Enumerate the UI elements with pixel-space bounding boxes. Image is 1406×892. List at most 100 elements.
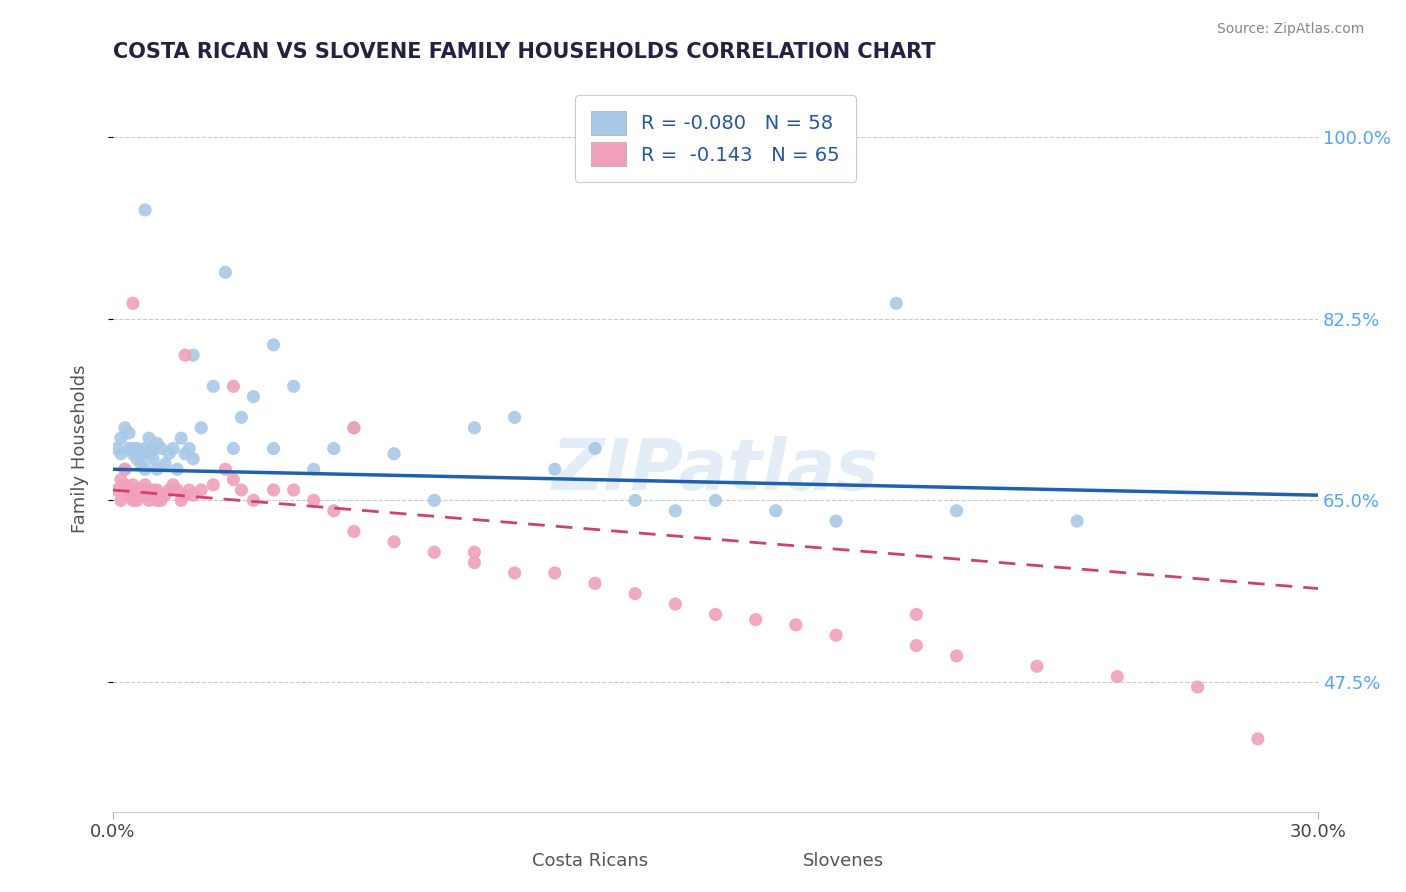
Point: [231, 483, 253, 497]
Point: [122, 478, 145, 492]
Point: [1066, 514, 1088, 528]
Text: ZIPatlas: ZIPatlas: [551, 436, 879, 505]
Point: [114, 462, 136, 476]
Point: [129, 488, 152, 502]
Point: [503, 410, 526, 425]
Point: [138, 431, 160, 445]
Point: [122, 442, 145, 456]
Point: [283, 483, 305, 497]
Point: [583, 576, 606, 591]
Point: [166, 483, 188, 497]
Text: Slovenes: Slovenes: [803, 852, 884, 870]
Point: [118, 425, 141, 440]
Point: [664, 597, 686, 611]
Point: [118, 488, 141, 502]
Point: [190, 483, 212, 497]
Point: [343, 421, 366, 435]
Point: [884, 296, 907, 310]
Point: [114, 478, 136, 492]
Point: [222, 473, 245, 487]
Text: COSTA RICAN VS SLOVENE FAMILY HOUSEHOLDS CORRELATION CHART: COSTA RICAN VS SLOVENE FAMILY HOUSEHOLDS…: [112, 42, 935, 62]
Point: [1247, 731, 1270, 746]
Point: [544, 462, 567, 476]
Point: [382, 447, 405, 461]
Point: [905, 607, 928, 622]
Point: [170, 431, 193, 445]
Point: [157, 483, 180, 497]
Point: [544, 566, 567, 580]
Point: [744, 613, 766, 627]
Point: [382, 534, 405, 549]
Point: [214, 265, 236, 279]
Point: [110, 473, 132, 487]
Point: [142, 442, 165, 456]
Point: [157, 447, 180, 461]
Point: [463, 545, 485, 559]
Point: [181, 488, 204, 502]
Point: [114, 421, 136, 435]
Point: [302, 493, 325, 508]
Point: [129, 447, 152, 461]
Point: [174, 488, 197, 502]
Point: [150, 493, 173, 508]
Point: [138, 488, 160, 502]
Point: [134, 478, 156, 492]
Point: [263, 442, 285, 456]
Point: [765, 504, 787, 518]
Text: Source: ZipAtlas.com: Source: ZipAtlas.com: [1216, 22, 1364, 37]
Point: [125, 483, 148, 497]
Point: [423, 493, 446, 508]
Point: [463, 556, 485, 570]
Point: [190, 421, 212, 435]
Point: [785, 617, 807, 632]
Point: [624, 587, 647, 601]
Point: [138, 447, 160, 461]
Point: [263, 338, 285, 352]
Point: [463, 421, 485, 435]
Y-axis label: Family Households: Family Households: [72, 364, 89, 533]
Point: [110, 447, 132, 461]
Point: [664, 504, 686, 518]
Point: [179, 483, 201, 497]
Point: [125, 493, 148, 508]
Point: [343, 421, 366, 435]
Point: [146, 462, 169, 476]
Point: [343, 524, 366, 539]
Point: [110, 493, 132, 508]
Point: [125, 442, 148, 456]
Point: [242, 493, 264, 508]
Point: [322, 442, 344, 456]
Point: [1187, 680, 1209, 694]
Point: [134, 462, 156, 476]
Point: [322, 504, 344, 518]
Point: [146, 436, 169, 450]
Point: [142, 451, 165, 466]
Point: [222, 442, 245, 456]
Point: [153, 457, 176, 471]
Legend: R = -0.080   N = 58, R =  -0.143   N = 65: R = -0.080 N = 58, R = -0.143 N = 65: [575, 95, 856, 182]
Point: [129, 457, 152, 471]
Point: [118, 483, 141, 497]
Point: [150, 442, 173, 456]
Point: [170, 493, 193, 508]
Point: [122, 296, 145, 310]
Point: [945, 648, 967, 663]
Point: [181, 451, 204, 466]
Point: [423, 545, 446, 559]
Point: [179, 442, 201, 456]
Point: [146, 483, 169, 497]
Point: [302, 462, 325, 476]
Point: [174, 447, 197, 461]
Point: [214, 462, 236, 476]
Point: [129, 483, 152, 497]
Point: [242, 390, 264, 404]
Point: [181, 348, 204, 362]
Point: [825, 514, 848, 528]
Point: [134, 442, 156, 456]
Point: [162, 478, 184, 492]
Point: [146, 493, 169, 508]
Point: [624, 493, 647, 508]
Point: [222, 379, 245, 393]
Point: [1025, 659, 1047, 673]
Point: [153, 488, 176, 502]
